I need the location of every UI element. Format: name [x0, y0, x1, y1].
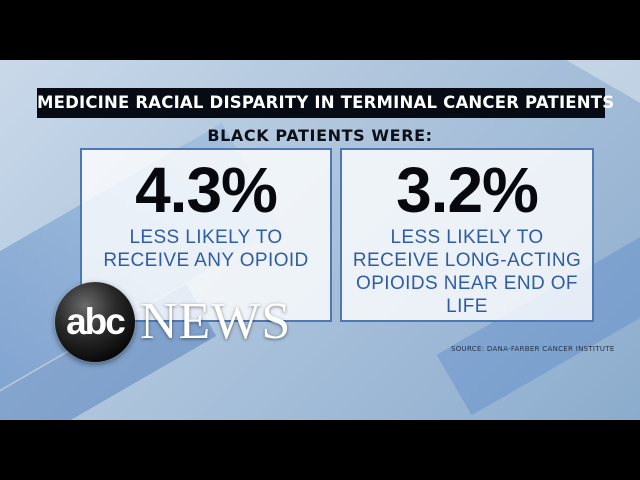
news-wordmark: NEWS — [140, 293, 292, 350]
abc-logo-icon: abc — [55, 282, 135, 362]
stat-card-long-acting-opioids: 3.2% LESS LIKELY TO RECEIVE LONG-ACTING … — [340, 148, 594, 322]
stat-description: LESS LIKELY TO RECEIVE ANY OPIOID — [103, 227, 309, 271]
subheading: BLACK PATIENTS WERE: — [207, 126, 433, 145]
graphic-frame: MEDICINE RACIAL DISPARITY IN TERMINAL CA… — [0, 60, 640, 420]
stat-description: LESS LIKELY TO RECEIVE LONG-ACTING OPIOI… — [352, 227, 582, 317]
source-credit: SOURCE: DANA-FARBER CANCER INSTITUTE — [451, 345, 615, 353]
stat-value: 3.2% — [396, 154, 539, 226]
stat-value: 4.3% — [135, 154, 278, 226]
headline-bar: MEDICINE RACIAL DISPARITY IN TERMINAL CA… — [37, 88, 614, 118]
